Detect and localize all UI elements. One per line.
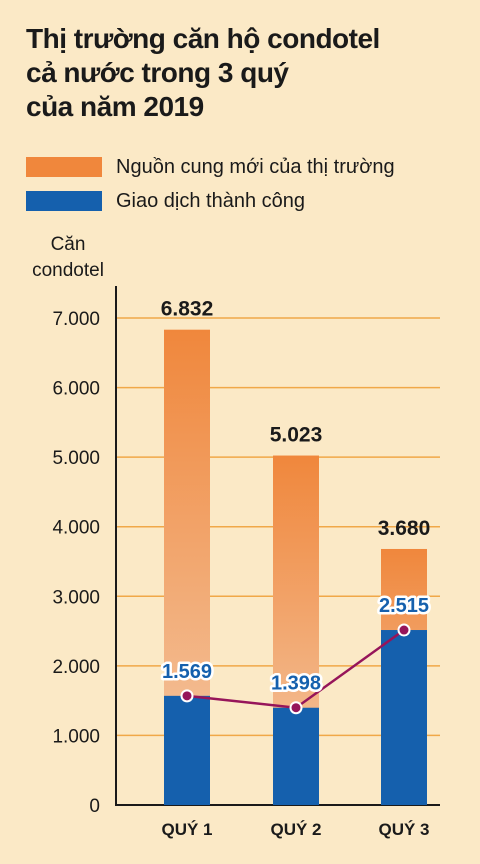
y-tick-label: 2.000: [52, 657, 100, 678]
y-axis-label: Căn condotel: [18, 232, 118, 284]
bar-transactions: [164, 695, 210, 805]
data-label-transactions: 1.398: [271, 673, 321, 695]
chart-legend: Nguồn cung mới của thị trường Giao dịch …: [26, 150, 395, 218]
bar-transactions: [381, 630, 427, 805]
legend-item-transactions: Giao dịch thành công: [26, 184, 395, 218]
data-label-transactions: 1.569: [162, 661, 212, 683]
legend-label-supply: Nguồn cung mới của thị trường: [116, 155, 395, 178]
transactions-point: [397, 623, 411, 637]
legend-label-transactions: Giao dịch thành công: [116, 189, 306, 212]
x-tick-label: QUÝ 3: [378, 820, 429, 839]
y-tick-label: 4.000: [52, 518, 100, 539]
y-tick-label: 3.000: [52, 587, 100, 608]
chart-title: Thị trường căn hộ condotel cả nước trong…: [26, 22, 466, 124]
x-tick-label: QUÝ 2: [270, 820, 321, 839]
y-axis-label-line-1: Căn: [50, 234, 86, 255]
x-tick-label: QUÝ 1: [161, 820, 212, 839]
data-label-supply: 3.680: [378, 517, 431, 540]
legend-swatch-transactions: [26, 191, 102, 211]
y-tick-label: 5.000: [52, 448, 100, 469]
bar-transactions: [273, 707, 319, 805]
chart-title-line-2: cả nước trong 3 quý: [26, 57, 289, 88]
y-tick-label: 6.000: [52, 379, 100, 400]
chart-title-line-1: Thị trường căn hộ condotel: [26, 23, 380, 54]
data-label-transactions: 2.515: [379, 595, 429, 617]
y-axis-label-line-2: condotel: [32, 260, 104, 281]
transactions-point: [289, 701, 303, 715]
data-label-supply: 5.023: [270, 424, 323, 447]
y-tick-label: 7.000: [52, 309, 100, 330]
chart-title-line-3: của năm 2019: [26, 91, 204, 122]
y-tick-label: 1.000: [52, 726, 100, 747]
legend-item-supply: Nguồn cung mới của thị trường: [26, 150, 395, 184]
transactions-point: [180, 689, 194, 703]
y-tick-label: 0: [89, 796, 100, 817]
data-label-supply: 6.832: [161, 298, 214, 321]
legend-swatch-supply: [26, 157, 102, 177]
